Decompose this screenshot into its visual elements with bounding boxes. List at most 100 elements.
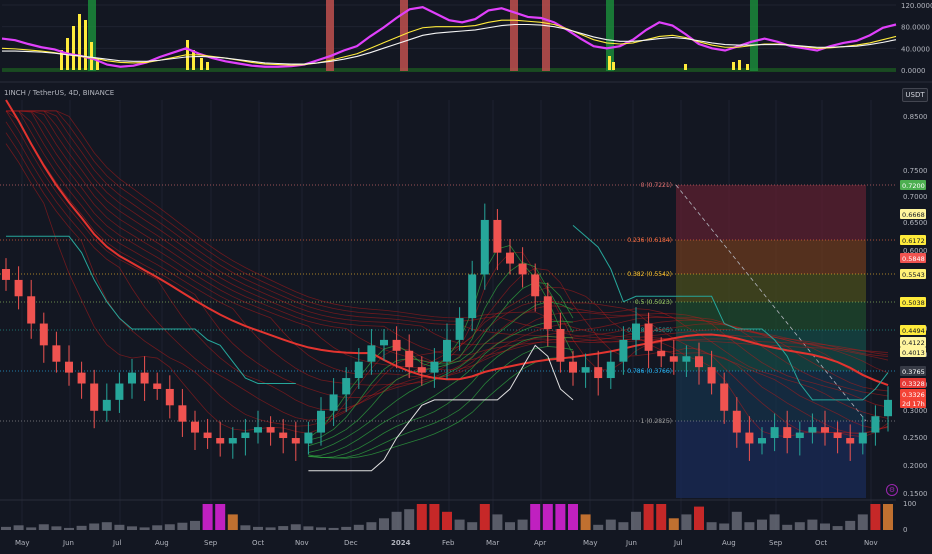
volume-bar <box>593 524 604 530</box>
volume-bar <box>757 519 767 530</box>
price-tick-label: 0.3000 <box>903 407 928 415</box>
time-axis-label: Nov <box>295 539 309 547</box>
price-label-box <box>900 398 926 408</box>
volume-bar <box>845 520 856 530</box>
price-label-text: 0.4122 <box>902 339 925 347</box>
candle-body <box>279 432 288 439</box>
trail-stop-upper-2 <box>572 225 889 401</box>
gear-icon[interactable]: ⚙ <box>886 484 898 496</box>
time-axis-label: Jun <box>62 539 74 547</box>
candle-body <box>884 399 892 417</box>
osc-volume-spike <box>746 64 749 70</box>
time-axis-label: Oct <box>815 539 827 547</box>
volume-bar <box>429 504 440 530</box>
currency-button[interactable]: USDT <box>902 88 928 102</box>
candle-body <box>228 438 237 444</box>
fib-level-label: 0.382 (0.5542) <box>627 271 672 278</box>
volume-bar <box>290 524 301 530</box>
osc-volume-spike <box>206 62 209 70</box>
volume-bar <box>101 522 112 530</box>
price-label-text: 0.4013 <box>902 349 925 357</box>
candle-body <box>619 339 628 362</box>
price-label-box <box>900 337 926 347</box>
osc-volume-spike <box>608 56 611 70</box>
oscillator-panel <box>1 0 897 72</box>
volume-bar <box>668 518 679 530</box>
volume-bar <box>681 514 692 530</box>
volume-bar <box>265 527 276 530</box>
price-panel: 0 (0.7221) 0.236 (0.6184) 0.382 (0.5542) 0.… <box>0 99 896 498</box>
price-tick-label: 0.1500 <box>903 490 928 498</box>
volume-bar <box>303 526 314 530</box>
osc-volume-spike <box>60 50 63 70</box>
trail-stop-lower <box>308 344 574 472</box>
volume-bar <box>64 527 74 530</box>
volume-bar <box>278 526 289 530</box>
volume-bar <box>454 519 465 530</box>
volume-bar <box>190 520 200 530</box>
candle-body <box>27 296 36 324</box>
fib-zone <box>676 302 866 330</box>
price-label-box <box>900 180 926 190</box>
osc-band-red <box>542 0 550 71</box>
ribbon-ma-line <box>6 110 889 353</box>
osc-zero-band <box>2 68 896 72</box>
main-ma-line <box>5 99 889 387</box>
candle-body <box>317 410 325 433</box>
candle-body <box>695 356 703 368</box>
price-label-text: 0.6668 <box>902 211 925 219</box>
volume-bar <box>769 514 780 530</box>
price-label-text: 0.3765 <box>902 368 925 376</box>
candle-body <box>732 410 741 433</box>
candle-body <box>241 432 250 439</box>
price-tick-label: 0.2500 <box>903 434 928 442</box>
candle-body <box>102 399 111 411</box>
candle-body <box>556 328 565 362</box>
osc-band-green <box>750 0 758 71</box>
volume-bar <box>479 504 490 530</box>
osc-band-green <box>606 0 614 71</box>
time-axis-label: Nov <box>864 539 878 547</box>
price-label-text: 0.5543 <box>902 271 925 279</box>
candle-body <box>682 356 691 362</box>
volume-bar <box>605 519 616 530</box>
volume-bar <box>744 522 755 530</box>
candle-body <box>783 427 792 439</box>
candle-body <box>417 367 426 373</box>
time-axis-label: Dec <box>344 539 358 547</box>
time-axis-label: 2024 <box>391 539 411 547</box>
candle-body <box>291 438 300 444</box>
volume-bar <box>215 504 226 530</box>
candle-body <box>203 432 212 439</box>
osc-volume-spike <box>72 26 75 70</box>
candle-body <box>846 438 855 444</box>
volume-bar <box>643 504 654 530</box>
volume-tick-label: 0 <box>903 526 907 534</box>
candle-body <box>569 361 577 373</box>
volume-bar <box>883 504 893 530</box>
price-label-box <box>900 235 926 245</box>
volume-bar <box>719 523 730 530</box>
volume-bar <box>13 525 24 530</box>
osc-volume-spike <box>732 62 735 70</box>
candle-body <box>871 416 880 433</box>
osc-volume-spike <box>192 50 195 70</box>
candle-body <box>392 339 401 351</box>
volume-bar <box>555 504 566 530</box>
candle-body <box>115 383 124 400</box>
fib-level-label: 0 (0.7221) <box>641 182 672 189</box>
volume-bar <box>379 518 389 530</box>
time-axis-label: Sep <box>204 539 218 547</box>
fib-zone <box>676 185 866 240</box>
price-tick-label: 0.2000 <box>903 462 928 470</box>
candle-body <box>808 427 817 433</box>
price-label-box <box>900 325 926 335</box>
candle-body <box>543 296 552 329</box>
fib-zone <box>676 240 866 274</box>
price-label-box <box>900 378 926 388</box>
ribbon-green-line <box>308 320 574 457</box>
candle-body <box>581 367 590 373</box>
volume-bar <box>164 524 175 530</box>
volume-bar <box>731 511 742 530</box>
